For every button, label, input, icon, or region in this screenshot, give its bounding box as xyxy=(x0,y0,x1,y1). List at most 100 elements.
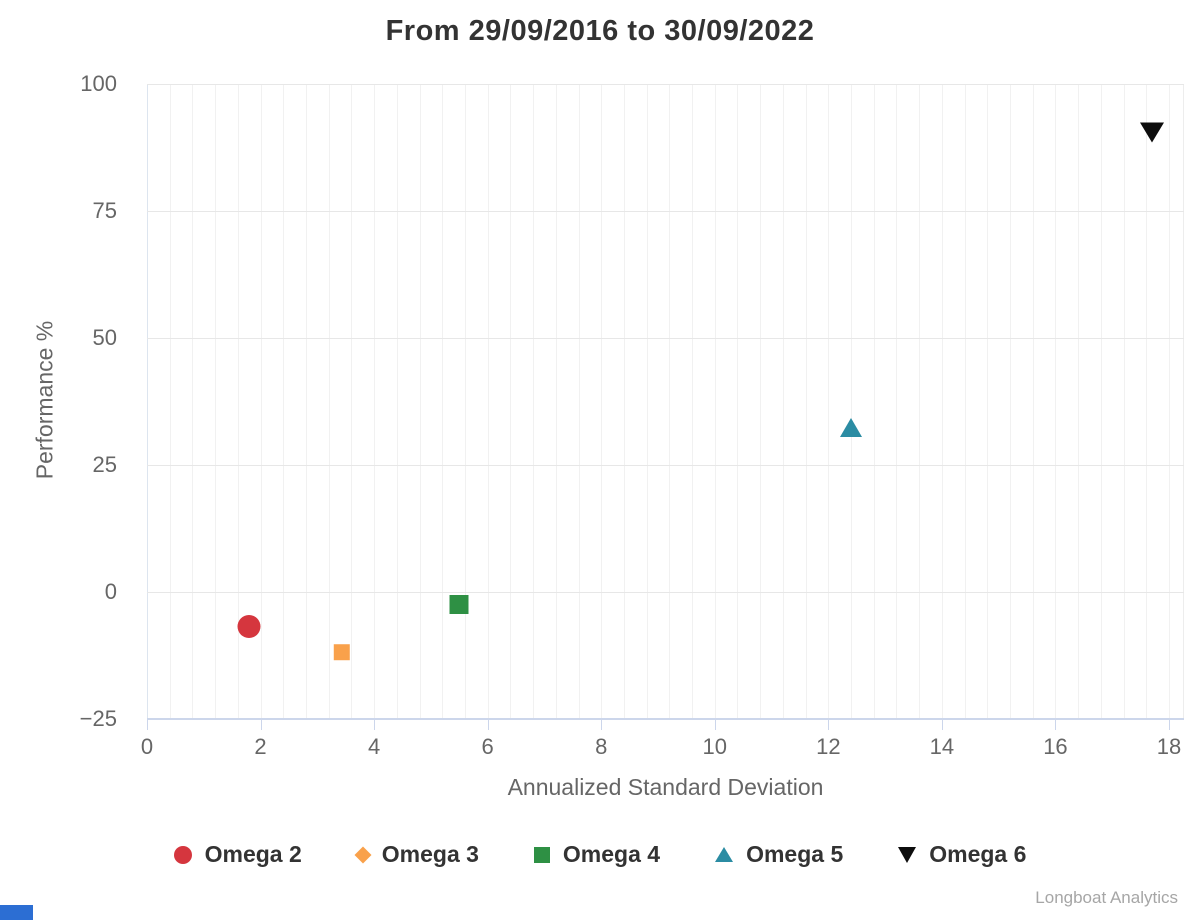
legend-item-omega-5[interactable]: Omega 5 xyxy=(715,841,843,868)
y-tick-label: 25 xyxy=(92,452,117,477)
x-tick-mark xyxy=(487,720,489,730)
minor-gridline xyxy=(896,84,898,719)
x-tick-label: 8 xyxy=(595,734,608,759)
legend-item-omega-6[interactable]: Omega 6 xyxy=(898,841,1026,868)
minor-gridline xyxy=(1010,84,1012,719)
triangle-down-icon xyxy=(898,846,917,863)
legend-label: Omega 3 xyxy=(381,841,479,867)
minor-gridline xyxy=(374,84,376,719)
x-tick-label: 14 xyxy=(929,734,955,759)
x-tick-mark xyxy=(941,720,943,730)
legend-label: Omega 6 xyxy=(929,841,1027,867)
minor-gridline xyxy=(805,84,807,719)
minor-gridline xyxy=(510,84,512,719)
y-gridline xyxy=(147,338,1184,339)
legend-label: Omega 2 xyxy=(204,841,302,867)
minor-gridline xyxy=(169,84,171,719)
minor-gridline xyxy=(760,84,762,719)
minor-gridline xyxy=(873,84,875,719)
x-tick-mark xyxy=(147,720,148,730)
minor-gridline xyxy=(442,84,444,719)
minor-gridline xyxy=(737,84,739,719)
x-tick-label: 10 xyxy=(702,734,728,759)
x-tick-label: 18 xyxy=(1156,734,1182,759)
minor-gridline xyxy=(828,84,830,719)
plot-left-border xyxy=(147,84,148,719)
x-tick-mark xyxy=(1055,720,1057,730)
minor-gridline xyxy=(419,84,421,719)
minor-gridline xyxy=(646,84,648,719)
plot-right-border xyxy=(1183,84,1184,719)
legend-label: Omega 5 xyxy=(746,841,844,867)
minor-gridline xyxy=(692,84,694,719)
x-tick-label: 0 xyxy=(140,734,154,759)
legend-item-omega-2[interactable]: Omega 2 xyxy=(173,841,302,868)
minor-gridline xyxy=(1032,84,1034,719)
square-icon xyxy=(533,846,550,863)
plot-area: 0 2 4 6 8 10 12 14 16 18 xyxy=(141,84,1184,759)
minor-gridline xyxy=(601,84,603,719)
data-point-omega-4[interactable] xyxy=(449,595,469,619)
diamond-icon xyxy=(354,846,372,863)
credits-link[interactable]: Longboat Analytics xyxy=(1035,888,1178,907)
legend-item-omega-4[interactable]: Omega 4 xyxy=(533,841,661,868)
minor-gridline xyxy=(1055,84,1057,719)
x-tick-label: 4 xyxy=(367,734,381,759)
minor-gridline xyxy=(941,84,943,719)
minor-gridline xyxy=(283,84,285,719)
minor-gridline xyxy=(578,84,580,719)
minor-gridline xyxy=(782,84,784,719)
minor-gridline xyxy=(192,84,194,719)
x-tick-mark xyxy=(714,720,716,730)
minor-gridline xyxy=(305,84,307,719)
y-gridline xyxy=(147,592,1184,593)
minor-gridline xyxy=(1123,84,1125,719)
x-tick-mark xyxy=(828,720,830,730)
y-tick-label: 0 xyxy=(104,579,117,604)
x-tick-label: 2 xyxy=(254,734,267,759)
minor-gridline xyxy=(1100,84,1102,719)
x-tick-mark xyxy=(260,720,262,730)
minor-gridline xyxy=(1169,84,1170,719)
legend-label: Omega 4 xyxy=(562,841,661,867)
minor-gridline xyxy=(351,84,353,719)
triangle-up-icon xyxy=(715,847,734,862)
data-point-omega-3[interactable] xyxy=(327,641,353,667)
minor-gridline xyxy=(555,84,557,719)
y-gridline xyxy=(147,465,1184,466)
minor-gridline xyxy=(669,84,671,719)
x-tick-label: 16 xyxy=(1043,734,1068,759)
legend-item-omega-3[interactable]: Omega 3 xyxy=(354,841,479,868)
circle-icon xyxy=(173,845,192,864)
x-axis-title: Annualized Standard Deviation xyxy=(507,774,824,800)
minor-gridline xyxy=(260,84,262,719)
x-axis-line xyxy=(147,718,1184,720)
minor-gridline xyxy=(487,84,489,719)
chart-title: From 29/09/2016 to 30/09/2022 xyxy=(385,15,815,47)
bottom-left-blue-fragment[interactable] xyxy=(0,905,33,920)
minor-gridline xyxy=(396,84,398,719)
y-tick-label: −25 xyxy=(79,706,117,731)
data-point-omega-6[interactable] xyxy=(1139,122,1164,147)
legend: Omega 2 Omega 3 Omega 4 Omega 5 Omega 6 xyxy=(0,841,1200,868)
x-tick-mark xyxy=(374,720,376,730)
y-gridline xyxy=(147,84,1184,85)
x-tick-label: 6 xyxy=(481,734,494,759)
minor-gridline xyxy=(851,84,853,719)
y-tick-label: 50 xyxy=(92,325,117,350)
minor-gridline xyxy=(237,84,239,719)
data-point-omega-5[interactable] xyxy=(840,418,863,442)
minor-gridline xyxy=(714,84,716,719)
minor-gridline xyxy=(533,84,535,719)
x-tick-mark xyxy=(1169,720,1170,730)
data-point-omega-2[interactable] xyxy=(237,615,261,643)
y-gridline xyxy=(147,211,1184,212)
minor-gridline xyxy=(623,84,625,719)
minor-gridline xyxy=(987,84,989,719)
y-tick-label: 100 xyxy=(80,71,117,96)
minor-gridline xyxy=(1078,84,1080,719)
minor-gridline xyxy=(1146,84,1148,719)
minor-gridline xyxy=(919,84,921,719)
x-tick-label: 12 xyxy=(816,734,841,759)
